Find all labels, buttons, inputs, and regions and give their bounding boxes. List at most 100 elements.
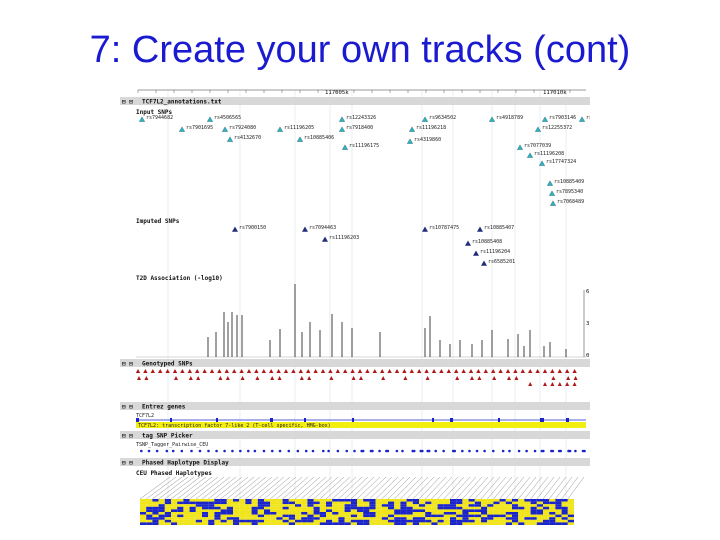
haplotype-cell: [406, 506, 413, 510]
haplotype-cell: [307, 519, 314, 523]
collapse-toggle-icon[interactable]: ⊟ ⊟: [122, 460, 133, 467]
genotyped-snp: [431, 369, 437, 373]
haplotype-cell: [555, 512, 562, 515]
tag-snp: [378, 449, 381, 453]
haplotype-connector: [425, 476, 447, 500]
haplotype-connector: [567, 476, 585, 500]
haplotype-cell: [295, 509, 302, 512]
snp-label: rs10885409: [554, 179, 584, 185]
track-header-haplotype[interactable]: ⊟ ⊟ Phased Haplotype Display: [120, 458, 590, 467]
haplotype-cell: [388, 501, 395, 505]
collapse-toggle-icon[interactable]: ⊟ ⊟: [122, 433, 133, 440]
genotyped-snp: [551, 376, 556, 380]
haplotype-cell: [257, 509, 264, 512]
haplotype-cell: [481, 517, 488, 520]
haplotype-connector: [232, 476, 261, 500]
haplotype-cell: [536, 501, 543, 505]
haplotype-connector-lines: [139, 476, 585, 500]
haplotype-cell: [394, 517, 401, 520]
haplotype-cell: [164, 522, 171, 525]
snp-label: rs4132670: [234, 135, 261, 141]
haplotype-cell: [499, 509, 506, 512]
haplotype-cell: [164, 519, 171, 523]
haplotype-cell: [549, 512, 556, 515]
genotyped-snp: [298, 369, 303, 373]
haplotype-cell: [462, 522, 469, 525]
haplotype-connector: [356, 476, 381, 500]
haplotype-cell: [400, 504, 407, 507]
haplotype-cell: [493, 504, 500, 507]
haplotype-cell: [443, 519, 450, 523]
haplotype-cell: [146, 517, 153, 520]
collapse-toggle-icon[interactable]: ⊟ ⊟: [122, 404, 133, 411]
haplotype-cell: [512, 506, 519, 510]
haplotype-cell: [493, 501, 500, 505]
tag-snp: [517, 449, 521, 453]
haplotype-cell: [251, 504, 258, 507]
tag-snp: [461, 449, 464, 453]
snp-triangle: [341, 144, 349, 150]
haplotype-cell: [499, 501, 506, 505]
haplotype-cell: [313, 514, 320, 518]
haplotype-cell: [450, 514, 457, 518]
haplotype-cell: [183, 519, 190, 523]
haplotype-cell: [344, 512, 351, 515]
snp-triangle: [538, 160, 546, 166]
haplotype-cell: [295, 522, 302, 525]
haplotype-cell: [251, 499, 258, 502]
snp-triangle: [226, 136, 234, 142]
genotyped-snp: [232, 369, 237, 373]
haplotype-cell: [214, 509, 221, 512]
haplotype-cell: [555, 519, 562, 523]
genotyped-snp: [573, 376, 578, 380]
haplotype-cell: [239, 501, 246, 505]
haplotype-cell: [555, 501, 562, 505]
track-header-genotyped[interactable]: ⊟ ⊟ Genotyped SNPs: [120, 359, 590, 368]
tag-snp: [147, 449, 151, 453]
collapse-toggle-icon[interactable]: ⊟ ⊟: [122, 99, 133, 106]
haplotype-connector: [363, 476, 387, 500]
track-header-annotations[interactable]: ⊟ ⊟ TCF7L2_annotations.txt: [120, 97, 590, 106]
haplotype-cell: [437, 499, 444, 502]
haplotype-cell: [468, 499, 475, 502]
haplotype-cell: [288, 504, 295, 507]
haplotype-cell: [226, 519, 233, 523]
haplotype-cell: [202, 514, 209, 518]
track-header-tag-snp[interactable]: ⊟ ⊟ tag SNP Picker: [120, 431, 590, 440]
tag-snp: [353, 449, 356, 453]
genotyped-snp: [187, 369, 192, 373]
haplotype-cell: [505, 506, 512, 510]
haplotype-cell: [338, 522, 345, 525]
snp-triangle: [221, 126, 229, 132]
haplotype-cell: [512, 509, 519, 512]
gene-model[interactable]: TCF7L2: transcription factor 7-like 2 (T…: [136, 418, 586, 429]
haplotype-cell: [282, 506, 289, 510]
haplotype-cell: [189, 504, 196, 507]
haplotype-cell: [239, 509, 246, 512]
haplotype-cell: [282, 517, 289, 520]
haplotype-cell: [555, 504, 562, 507]
haplotype-cell: [369, 519, 376, 523]
haplotype-cell: [233, 501, 240, 505]
haplotype-connector: [226, 476, 255, 500]
haplotype-cell: [195, 501, 202, 505]
haplotype-cell: [282, 499, 289, 502]
haplotype-cell: [481, 501, 488, 505]
haplotype-cell: [394, 504, 401, 507]
haplotype-cell: [332, 519, 339, 523]
haplotype-cell: [481, 514, 488, 518]
tag-snp: [525, 449, 528, 453]
haplotype-cell: [437, 522, 444, 525]
snp-label: rs12255372: [542, 125, 572, 131]
haplotype-cell: [288, 517, 295, 520]
haplotype-cell: [264, 501, 271, 505]
haplotype-cell: [567, 512, 574, 515]
haplotype-cell: [462, 504, 469, 507]
track-header-entrez[interactable]: ⊟ ⊟ Entrez genes: [120, 402, 590, 411]
collapse-toggle-icon[interactable]: ⊟ ⊟: [122, 361, 133, 368]
haplotype-cell: [487, 509, 494, 512]
haplotype-cell: [189, 499, 196, 502]
haplotype-cell: [288, 509, 295, 512]
haplotype-cell: [233, 519, 240, 523]
haplotype-cell: [530, 509, 537, 512]
